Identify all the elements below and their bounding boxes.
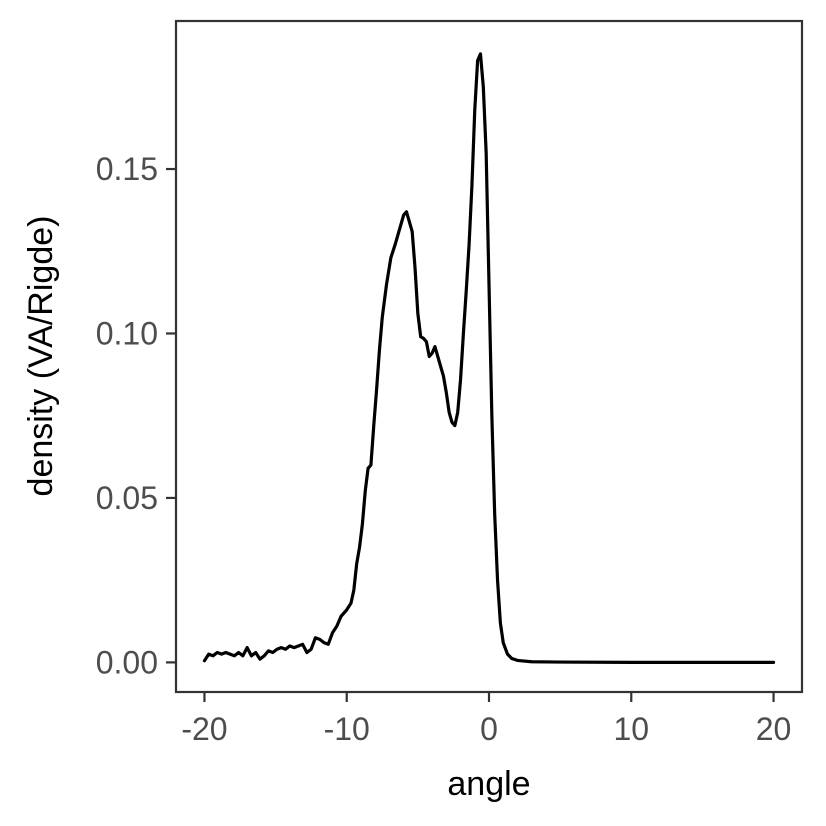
x-tick-label: 20 [756,711,792,747]
plot-area [174,19,804,694]
y-tick-label: 0.00 [96,644,158,680]
x-axis: -20 -10 0 10 20 [181,692,791,747]
y-axis-title: density (VA/Rigde) [22,216,60,497]
density-curve [202,52,776,664]
y-tick-label: 0.05 [96,480,158,516]
x-axis-title: angle [447,765,530,803]
x-tick-label: -10 [324,711,370,747]
y-axis: 0.00 0.05 0.10 0.15 [96,151,176,680]
y-tick-label: 0.15 [96,151,158,187]
x-tick-label: 10 [613,711,649,747]
x-tick-label: -20 [181,711,227,747]
x-tick-label: 0 [480,711,498,747]
y-tick-label: 0.10 [96,315,158,351]
